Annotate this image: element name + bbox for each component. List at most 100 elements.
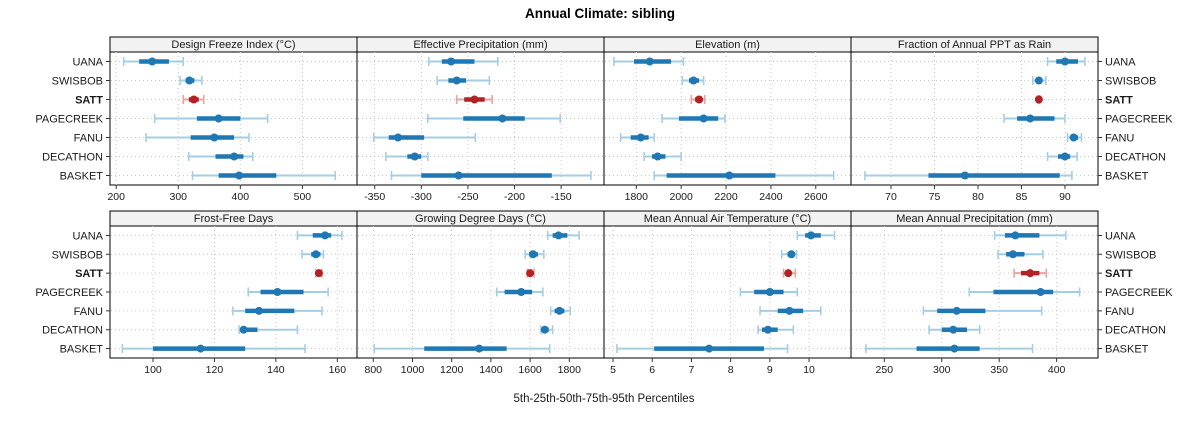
median-dot — [148, 57, 157, 66]
site-label-right: SWISBOB — [1105, 76, 1156, 88]
axis-tick-label: 140 — [267, 364, 285, 376]
median-dot — [394, 133, 403, 142]
site-label-left: SATT — [75, 95, 103, 107]
median-dot — [314, 269, 323, 278]
axis-tick-label: -300 — [411, 191, 432, 203]
axis-tick-label: 70 — [885, 191, 897, 203]
axis-tick-label: -150 — [551, 191, 572, 203]
median-dot — [475, 344, 484, 353]
site-label-left: PAGECREEK — [35, 114, 103, 126]
axis-tick-label: 800 — [365, 364, 383, 376]
median-dot — [763, 325, 772, 334]
median-dot — [555, 306, 564, 315]
site-label-right: BASKET — [1105, 344, 1149, 356]
panel-title: Growing Degree Days (°C) — [415, 213, 546, 225]
site-label-left: BASKET — [60, 344, 104, 356]
axis-tick-label: 300 — [933, 364, 951, 376]
site-label-right: DECATHON — [1105, 152, 1166, 164]
median-dot — [529, 250, 538, 259]
site-label-left: UANA — [72, 230, 103, 242]
axis-tick-label: 1800 — [625, 191, 649, 203]
axis-tick-label: 160 — [329, 364, 347, 376]
site-label-left: SWISBOB — [52, 249, 103, 261]
median-dot — [1034, 76, 1043, 85]
panel-title: Effective Precipitation (mm) — [413, 39, 547, 51]
median-dot — [454, 171, 463, 180]
axis-tick-label: 1400 — [479, 364, 503, 376]
median-dot — [214, 114, 223, 123]
panel-title: Mean Annual Air Temperature (°C) — [644, 213, 811, 225]
axis-tick-label: 6 — [649, 364, 655, 376]
site-label-left: DECATHON — [42, 325, 103, 337]
median-dot — [540, 325, 549, 334]
median-dot — [254, 306, 263, 315]
site-label-right: DECATHON — [1105, 325, 1166, 337]
median-dot — [185, 76, 194, 85]
median-dot — [273, 288, 282, 296]
site-label-left: BASKET — [60, 171, 104, 183]
site-label-right: SATT — [1105, 95, 1133, 107]
site-label-right: UANA — [1105, 57, 1136, 69]
axis-tick-label: -250 — [457, 191, 478, 203]
site-label-left: FANU — [74, 306, 103, 318]
panel-title: Mean Annual Precipitation (mm) — [896, 213, 1053, 225]
axis-tick-label: 2600 — [804, 191, 828, 203]
median-dot — [689, 76, 698, 85]
median-dot — [645, 57, 654, 66]
axis-tick-label: 300 — [170, 191, 188, 203]
site-label-right: UANA — [1105, 230, 1136, 242]
panel-title: Fraction of Annual PPT as Rain — [898, 39, 1051, 51]
axis-tick-label: 9 — [767, 364, 773, 376]
median-dot — [210, 133, 219, 142]
median-dot — [807, 231, 816, 240]
axis-tick-label: 80 — [972, 191, 984, 203]
axis-tick-label: 2400 — [759, 191, 783, 203]
median-dot — [695, 95, 704, 104]
axis-tick-label: 120 — [206, 364, 224, 376]
median-dot — [470, 95, 479, 104]
panel-title: Elevation (m) — [695, 39, 760, 51]
median-dot — [410, 152, 419, 161]
site-label-right: FANU — [1105, 133, 1134, 145]
axis-tick-label: 7 — [689, 364, 695, 376]
site-label-right: SATT — [1105, 268, 1133, 280]
site-label-left: DECATHON — [42, 152, 103, 164]
axis-tick-label: 250 — [876, 364, 894, 376]
median-dot — [636, 133, 645, 142]
median-dot — [239, 325, 248, 334]
axis-tick-label: 8 — [728, 364, 734, 376]
median-dot — [784, 269, 793, 278]
median-dot — [705, 344, 714, 353]
median-dot — [950, 344, 959, 353]
site-label-right: SWISBOB — [1105, 249, 1156, 261]
site-label-right: PAGECREEK — [1105, 114, 1173, 126]
x-axis-caption: 5th-25th-50th-75th-95th Percentiles — [513, 393, 695, 405]
axis-tick-label: 75 — [929, 191, 941, 203]
median-dot — [699, 114, 708, 123]
axis-tick-label: 10 — [803, 364, 815, 376]
median-dot — [765, 288, 774, 296]
median-dot — [785, 306, 794, 315]
median-dot — [960, 171, 969, 180]
site-label-left: UANA — [72, 57, 103, 69]
site-label-left: SWISBOB — [52, 76, 103, 88]
axis-tick-label: 90 — [1059, 191, 1071, 203]
axis-tick-label: 1800 — [558, 364, 582, 376]
median-dot — [189, 95, 198, 104]
panel-title: Design Freeze Index (°C) — [171, 39, 295, 51]
median-dot — [235, 171, 244, 180]
median-dot — [230, 152, 239, 161]
axis-tick-label: 1600 — [518, 364, 542, 376]
site-label-right: BASKET — [1105, 171, 1149, 183]
median-dot — [1026, 114, 1035, 123]
axis-tick-label: 400 — [232, 191, 250, 203]
axis-tick-label: -350 — [364, 191, 385, 203]
median-dot — [554, 231, 563, 240]
median-dot — [447, 57, 456, 66]
axis-tick-label: 500 — [294, 191, 312, 203]
median-dot — [1008, 250, 1017, 259]
median-dot — [498, 114, 507, 123]
median-dot — [1026, 269, 1035, 278]
site-label-left: SATT — [75, 268, 103, 280]
